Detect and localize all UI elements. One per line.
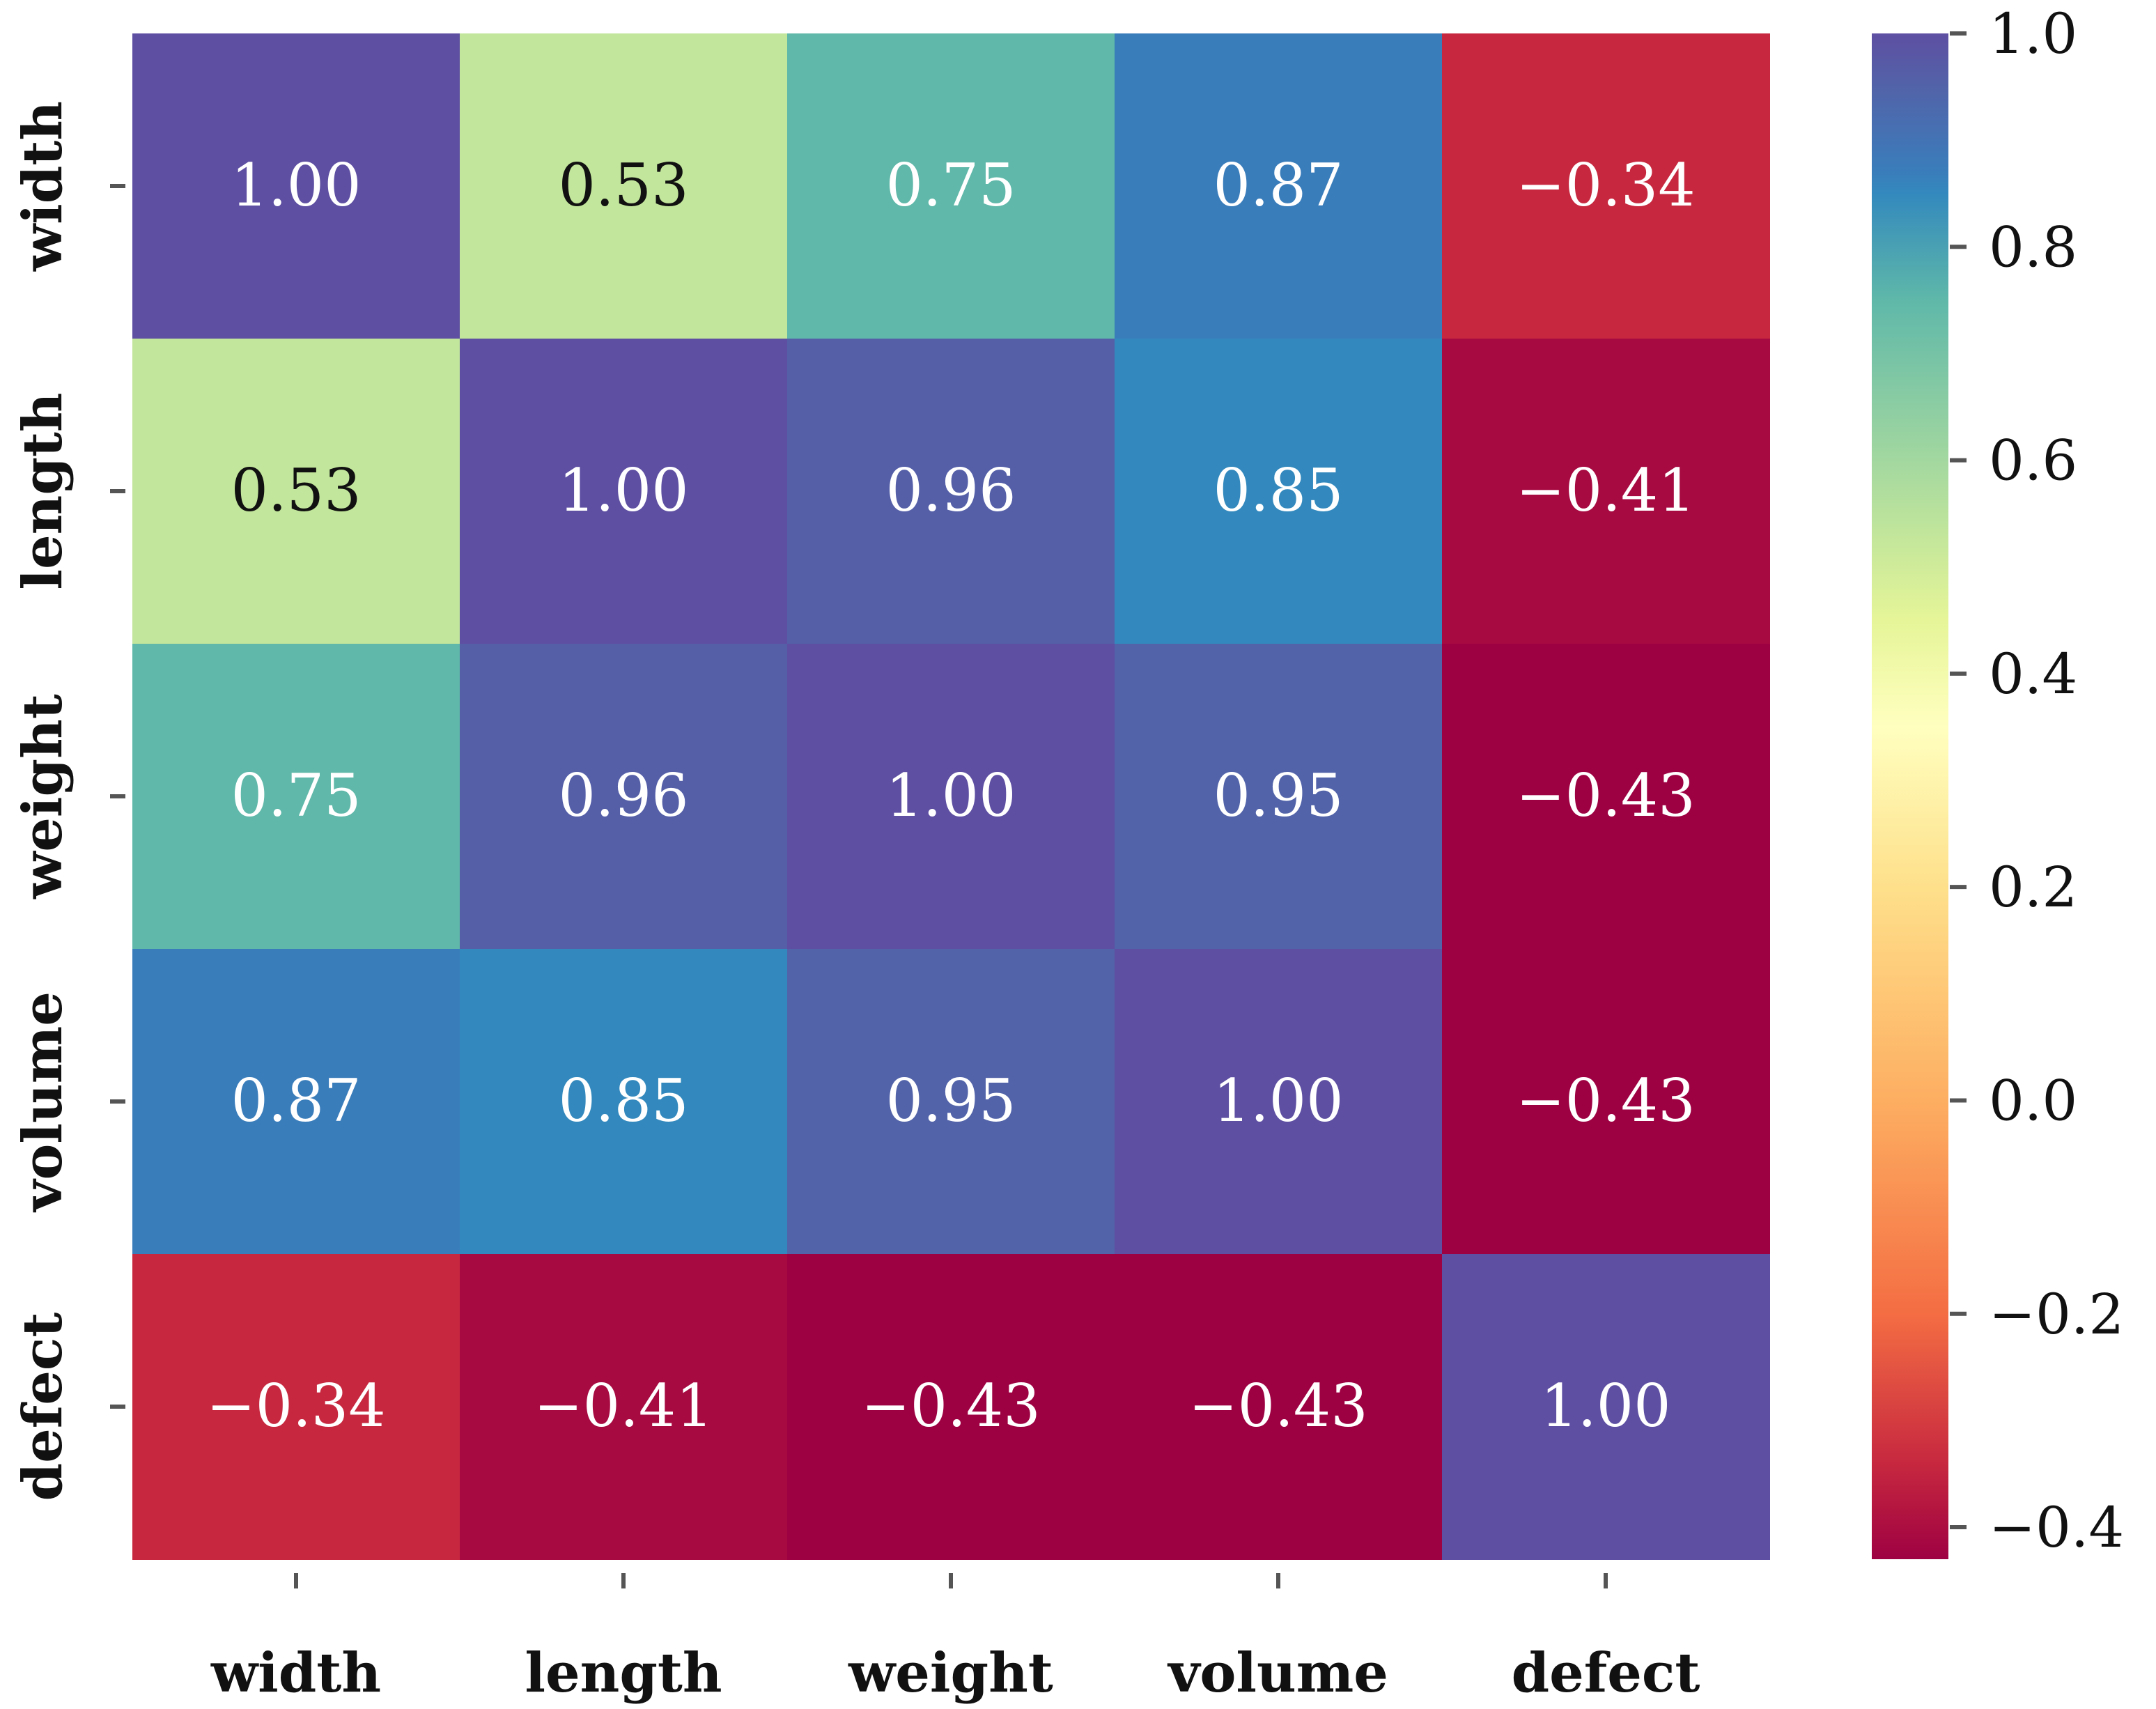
heatmap-cell — [460, 644, 788, 950]
y-axis-tick-label: defect — [11, 1313, 75, 1501]
heatmap-cell — [132, 1254, 460, 1560]
x-axis-tick-label: defect — [1512, 1641, 1700, 1705]
x-axis-tick-label: volume — [1167, 1641, 1388, 1705]
heatmap-cell — [460, 33, 788, 339]
heatmap-cell-label: −0.43 — [1516, 761, 1695, 830]
heatmap-cell-label: 0.87 — [231, 1067, 361, 1135]
heatmap-cell-label: 0.96 — [885, 456, 1016, 525]
heatmap-cell-label: 1.00 — [885, 761, 1016, 830]
heatmap-cell-label: 1.00 — [1213, 1067, 1343, 1135]
heatmap-cell-label: −0.41 — [1516, 456, 1695, 525]
heatmap-cells — [132, 33, 1770, 1560]
colorbar-tick-label: −0.2 — [1989, 1282, 2124, 1347]
heatmap-cell — [1442, 644, 1770, 950]
heatmap-cell — [1115, 1254, 1443, 1560]
heatmap-cell — [787, 644, 1115, 950]
heatmap-cell — [787, 339, 1115, 644]
colorbar: 1.0 0.8 0.6 0.4 0.2 0.0 −0.2 −0.4 — [1872, 1, 2124, 1560]
heatmap-cell-label: 0.85 — [558, 1067, 688, 1135]
heatmap-cell — [460, 949, 788, 1255]
heatmap-cell-label: 0.75 — [885, 151, 1016, 219]
heatmap-cell — [787, 949, 1115, 1255]
heatmap-cell — [1115, 644, 1443, 950]
x-axis-tick-label: length — [525, 1641, 722, 1705]
heatmap-cell-label: 1.00 — [231, 151, 361, 219]
colorbar-tick-label: 1.0 — [1989, 1, 2077, 66]
colorbar-tick-label: 0.2 — [1989, 855, 2077, 920]
y-axis-tick-label: volume — [11, 991, 75, 1213]
heatmap-cell-label: 0.87 — [1213, 151, 1343, 219]
heatmap-cell — [787, 33, 1115, 339]
heatmap-cell-label: 1.00 — [558, 456, 688, 525]
heatmap-cell — [1442, 339, 1770, 644]
heatmap-cell — [460, 339, 788, 644]
colorbar-tick-label: 0.4 — [1989, 642, 2077, 706]
colorbar-tick-label: 0.6 — [1989, 428, 2077, 493]
colorbar-gradient — [1872, 33, 1948, 1559]
heatmap-cell — [460, 1254, 788, 1560]
heatmap-cell-label: −0.43 — [1516, 1067, 1695, 1135]
y-axis-tick-label: length — [11, 392, 75, 589]
heatmap-cell — [132, 644, 460, 950]
y-axis-tick-label: width — [11, 101, 75, 272]
heatmap-cell — [787, 1254, 1115, 1560]
heatmap-cell — [132, 949, 460, 1255]
x-axis-tick-label: weight — [848, 1641, 1053, 1705]
heatmap-cell-label: −0.34 — [206, 1372, 385, 1440]
colorbar-tick-label: −0.4 — [1989, 1495, 2124, 1560]
heatmap-cell — [132, 33, 460, 339]
heatmap-cell-label: −0.34 — [1516, 151, 1695, 219]
heatmap-cell-label: 0.85 — [1213, 456, 1343, 525]
heatmap-cell-label: 0.95 — [885, 1067, 1016, 1135]
colorbar-tick-label: 0.8 — [1989, 215, 2077, 279]
heatmap-cell-label: 0.53 — [231, 456, 361, 525]
heatmap-cell — [1115, 949, 1443, 1255]
heatmap-cell-label: −0.43 — [1188, 1372, 1367, 1440]
heatmap-cell-label: 1.00 — [1540, 1372, 1670, 1440]
heatmap-cell — [1442, 1254, 1770, 1560]
heatmap-cell — [1115, 339, 1443, 644]
heatmap-cell-label: −0.43 — [861, 1372, 1040, 1440]
heatmap-cell — [132, 339, 460, 644]
heatmap-cell-label: 0.95 — [1213, 761, 1343, 830]
heatmap-cell-label: −0.41 — [534, 1372, 713, 1440]
heatmap-cell — [1115, 33, 1443, 339]
x-axis: width length weight volume defect — [210, 1573, 1700, 1705]
x-axis-tick-label: width — [210, 1641, 381, 1705]
heatmap-cell — [1442, 33, 1770, 339]
y-axis: width length weight volume defect — [11, 101, 125, 1501]
colorbar-tick-label: 0.0 — [1989, 1068, 2077, 1133]
y-axis-tick-label: weight — [11, 694, 75, 899]
heatmap-cell-label: 0.75 — [231, 761, 361, 830]
heatmap-cell-label: 0.53 — [558, 151, 688, 219]
heatmap-cell-labels: 1.00 0.53 0.75 0.87 −0.34 0.53 1.00 0.96 0.85 −0.… — [206, 151, 1695, 1440]
heatmap-cell-label: 0.96 — [558, 761, 688, 830]
heatmap-cell — [1442, 949, 1770, 1255]
